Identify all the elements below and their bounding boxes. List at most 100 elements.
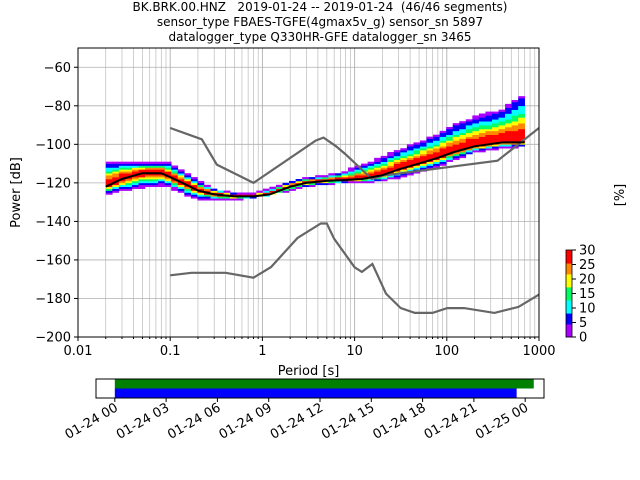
psd-density-cell [452, 130, 460, 134]
colorbar-cell [566, 332, 572, 336]
psd-density-cell [171, 169, 179, 172]
psd-density-cell [275, 184, 283, 188]
psd-density-cell [145, 184, 152, 188]
psd-density-cell [210, 196, 218, 199]
psd-density-cell [393, 152, 401, 155]
psd-density-cell [393, 150, 401, 153]
psd-density-cell [223, 190, 231, 193]
psd-density-cell [171, 173, 179, 176]
psd-density-cell [223, 198, 231, 201]
colorbar-cell [566, 269, 572, 273]
psd-density-cell [472, 125, 480, 128]
psd-density-cell [302, 184, 309, 188]
psd-density-cell [452, 125, 460, 128]
psd-density-cell [341, 180, 349, 184]
psd-density-cell [138, 175, 146, 178]
psd-density-cell [118, 188, 126, 191]
psd-density-cell [158, 161, 165, 164]
psd-density-cell [105, 173, 113, 176]
psd-density-cell [125, 179, 133, 182]
psd-density-cell [190, 192, 198, 195]
colorbar-cell [566, 258, 572, 262]
psd-density-cell [426, 163, 434, 166]
psd-density-cell [465, 123, 473, 126]
psd-density-cell [419, 148, 427, 151]
psd-density-cell [491, 117, 499, 120]
colorbar-cell [566, 278, 572, 281]
psd-density-cell [151, 180, 159, 184]
psd-density-cell [118, 179, 126, 182]
psd-density-cell [472, 123, 480, 126]
psd-density-cell [328, 177, 336, 180]
psd-density-cell [177, 188, 185, 191]
psd-density-cell [465, 126, 473, 130]
psd-density-cell [505, 111, 512, 114]
psd-density-cell [400, 161, 408, 164]
psd-density-cell [433, 144, 440, 147]
psd-density-cell [197, 198, 205, 201]
psd-density-cell [321, 182, 329, 186]
psd-density-cell [491, 136, 499, 139]
psd-density-cell [131, 161, 139, 164]
psd-density-cell [367, 167, 375, 170]
colorbar-cell [566, 313, 572, 316]
psd-density-cell [485, 144, 493, 147]
psd-density-cell [518, 121, 526, 124]
psd-density-cell [433, 146, 440, 149]
psd-density-cell [367, 169, 375, 172]
psd-density-cell [118, 175, 126, 178]
psd-density-cell [302, 179, 309, 182]
psd-density-cell [145, 161, 152, 164]
psd-density-cell [439, 132, 447, 135]
psd-density-cell [472, 117, 480, 120]
psd-density-cell [197, 184, 205, 188]
psd-density-cell [518, 117, 526, 120]
psd-density-cell [236, 192, 244, 195]
psd-density-cell [164, 177, 172, 180]
psd-density-cell [308, 179, 316, 182]
psd-density-cell [190, 184, 198, 188]
psd-density-cell [334, 173, 342, 176]
psd-density-cell [138, 163, 146, 166]
psd-density-cell [505, 132, 512, 135]
psd-density-cell [465, 125, 473, 128]
psd-density-cell [171, 186, 179, 189]
colorbar-cell [566, 254, 572, 258]
psd-density-cell [118, 167, 126, 170]
psd-density-cell [374, 169, 381, 172]
psd-density-cell [433, 155, 440, 159]
psd-density-cell [433, 163, 440, 166]
psd-density-cell [498, 142, 506, 145]
psd-density-cell [459, 123, 467, 126]
psd-density-cell [361, 169, 368, 172]
psd-density-cell [446, 128, 454, 132]
psd-density-cell [413, 153, 421, 157]
psd-density-cell [190, 194, 198, 197]
colorbar-tick-label: 5 [579, 316, 587, 331]
psd-density-cell [511, 111, 519, 114]
psd-density-cell [459, 142, 467, 145]
psd-density-cell [184, 173, 192, 176]
psd-density-cell [177, 182, 185, 186]
psd-density-cell [354, 169, 362, 172]
psd-density-cell [498, 132, 506, 135]
psd-density-cell [361, 180, 368, 184]
psd-density-cell [518, 130, 526, 134]
psd-density-cell [367, 175, 375, 178]
psd-density-cell [125, 188, 133, 191]
psd-density-cell [511, 142, 519, 145]
psd-density-cell [406, 152, 414, 155]
psd-density-cell [485, 117, 493, 120]
psd-density-cell [328, 182, 336, 186]
psd-density-cell [131, 186, 139, 189]
colorbar-label: [%] [613, 184, 628, 207]
psd-density-cell [145, 173, 152, 176]
psd-density-cell [393, 165, 401, 168]
psd-density-cell [452, 132, 460, 135]
psd-density-cell [446, 140, 454, 143]
psd-density-cell [518, 134, 526, 137]
psd-density-cell [511, 115, 519, 118]
psd-density-cell [400, 163, 408, 166]
psd-density-cell [439, 161, 447, 164]
psd-density-cell [472, 121, 480, 124]
